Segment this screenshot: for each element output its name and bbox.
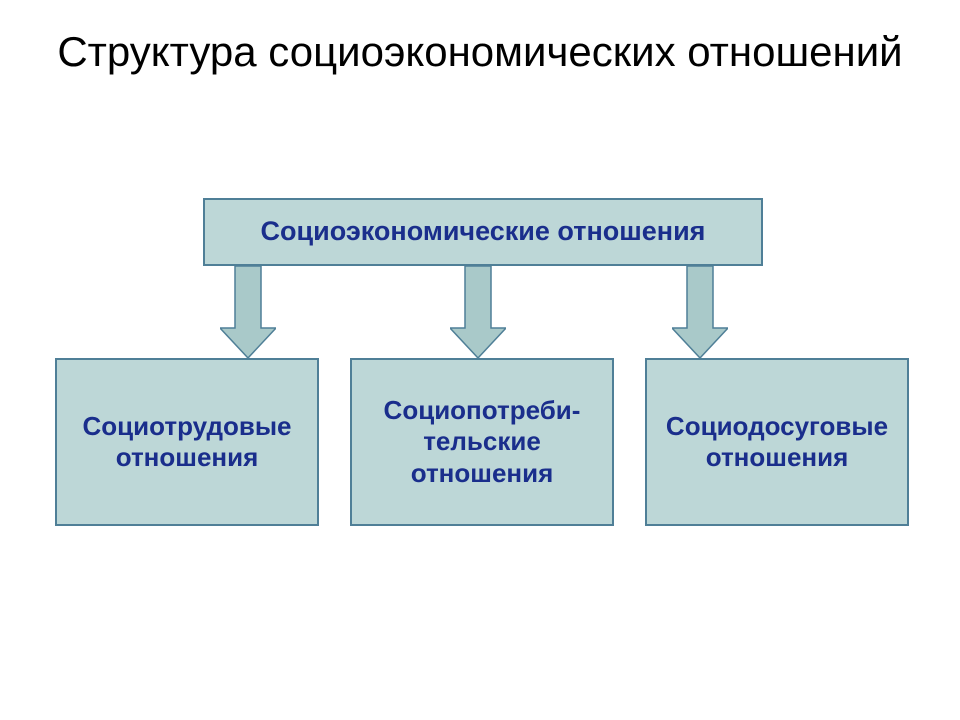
- arrow-to-child-2: [672, 266, 728, 358]
- child-node-1-label: Социопотреби-тельские отношения: [360, 395, 604, 489]
- child-node-0-label: Социотрудовые отношения: [65, 411, 309, 473]
- child-node-2-label: Социодосуговые отношения: [655, 411, 899, 473]
- root-node: Социоэкономические отношения: [203, 198, 763, 266]
- page-title: Структура социоэкономических отношений: [0, 0, 960, 76]
- child-node-0: Социотрудовые отношения: [55, 358, 319, 526]
- child-node-1: Социопотреби-тельские отношения: [350, 358, 614, 526]
- child-node-2: Социодосуговые отношения: [645, 358, 909, 526]
- arrow-to-child-1: [450, 266, 506, 358]
- arrow-to-child-0: [220, 266, 276, 358]
- root-node-label: Социоэкономические отношения: [261, 216, 706, 247]
